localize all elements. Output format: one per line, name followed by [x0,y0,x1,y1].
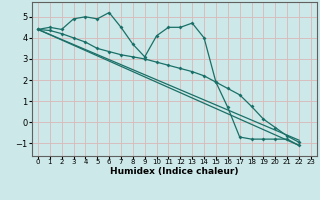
X-axis label: Humidex (Indice chaleur): Humidex (Indice chaleur) [110,167,239,176]
